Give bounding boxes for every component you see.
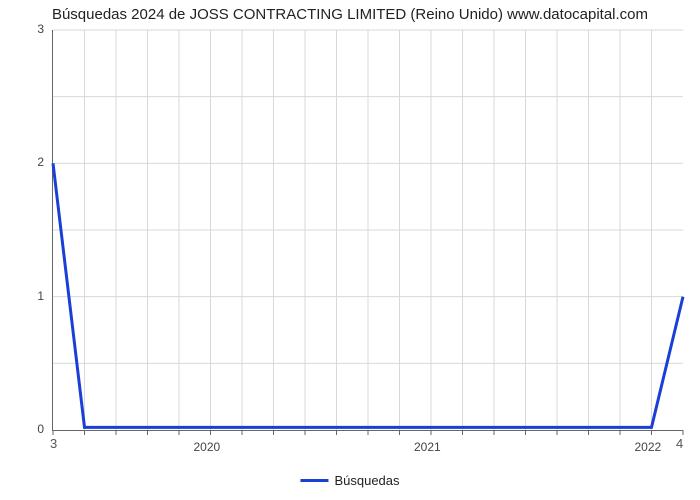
x-tick-label: 2020 <box>194 440 221 454</box>
legend: Búsquedas <box>300 473 399 488</box>
x-tick-label: 2022 <box>635 440 662 454</box>
plot-area <box>52 30 683 431</box>
x-corner-left-label: 3 <box>50 436 57 451</box>
y-tick-label: 2 <box>24 155 44 169</box>
y-tick-label: 1 <box>24 289 44 303</box>
y-tick-label: 0 <box>24 422 44 436</box>
legend-swatch <box>300 479 328 482</box>
x-tick-label: 2021 <box>414 440 441 454</box>
x-corner-right-label: 4 <box>676 436 683 451</box>
legend-label: Búsquedas <box>334 473 399 488</box>
chart-svg <box>53 30 683 430</box>
y-tick-label: 3 <box>24 22 44 36</box>
chart-title: Búsquedas 2024 de JOSS CONTRACTING LIMIT… <box>0 6 700 23</box>
